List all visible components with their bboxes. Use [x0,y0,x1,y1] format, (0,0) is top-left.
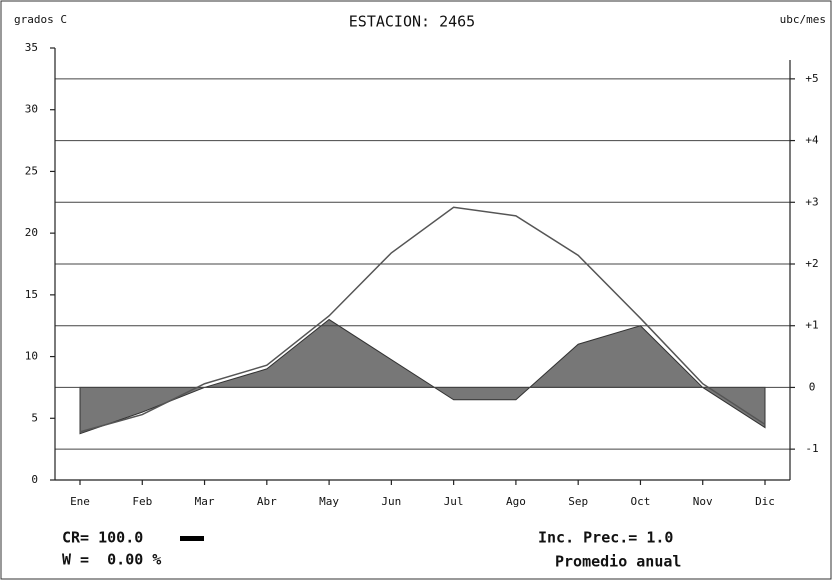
x-tick-label: Jun [381,495,401,508]
x-tick-label: Ago [506,495,526,508]
y-tick-label: 20 [25,226,38,239]
y-tick-label: 35 [25,41,38,54]
y2-axis-label: ubc/mes [780,13,826,26]
x-tick-label: Feb [132,495,152,508]
x-tick-label: Sep [568,495,588,508]
temperature-line [79,206,766,433]
y-tick-label: 30 [25,103,38,116]
y-tick-label: 15 [25,288,38,301]
x-tick-label: Oct [631,495,651,508]
x-tick-label: May [319,495,339,508]
y2-tick-label: -1 [805,442,818,455]
y-tick-label: 25 [25,164,38,177]
x-tick-label: Jul [444,495,464,508]
x-tick-label: Ene [70,495,90,508]
annotation: W = 0.00 % [62,551,161,569]
y-axis-label: grados C [14,13,67,26]
y2-tick-label: 0 [809,380,816,393]
y-tick-label: 10 [25,350,38,363]
y2-tick-label: +3 [805,195,818,208]
legend-bar [180,536,204,541]
y2-tick-label: +1 [805,319,818,332]
x-tick-label: Abr [257,495,277,508]
x-tick-label: Dic [755,495,775,508]
y2-tick-label: +2 [805,257,818,270]
annotation: CR= 100.0 [62,529,143,547]
chart-title: ESTACION: 2465 [349,13,475,31]
y-tick-label: 5 [31,411,38,424]
y-tick-label: 0 [31,473,38,486]
y2-tick-label: +4 [805,134,819,147]
x-tick-label: Mar [195,495,215,508]
precip-area [79,318,766,435]
y2-tick-label: +5 [805,72,818,85]
annotation: Inc. Prec.= 1.0 [538,529,673,547]
x-tick-label: Nov [693,495,713,508]
annotation: Promedio anual [555,553,681,571]
